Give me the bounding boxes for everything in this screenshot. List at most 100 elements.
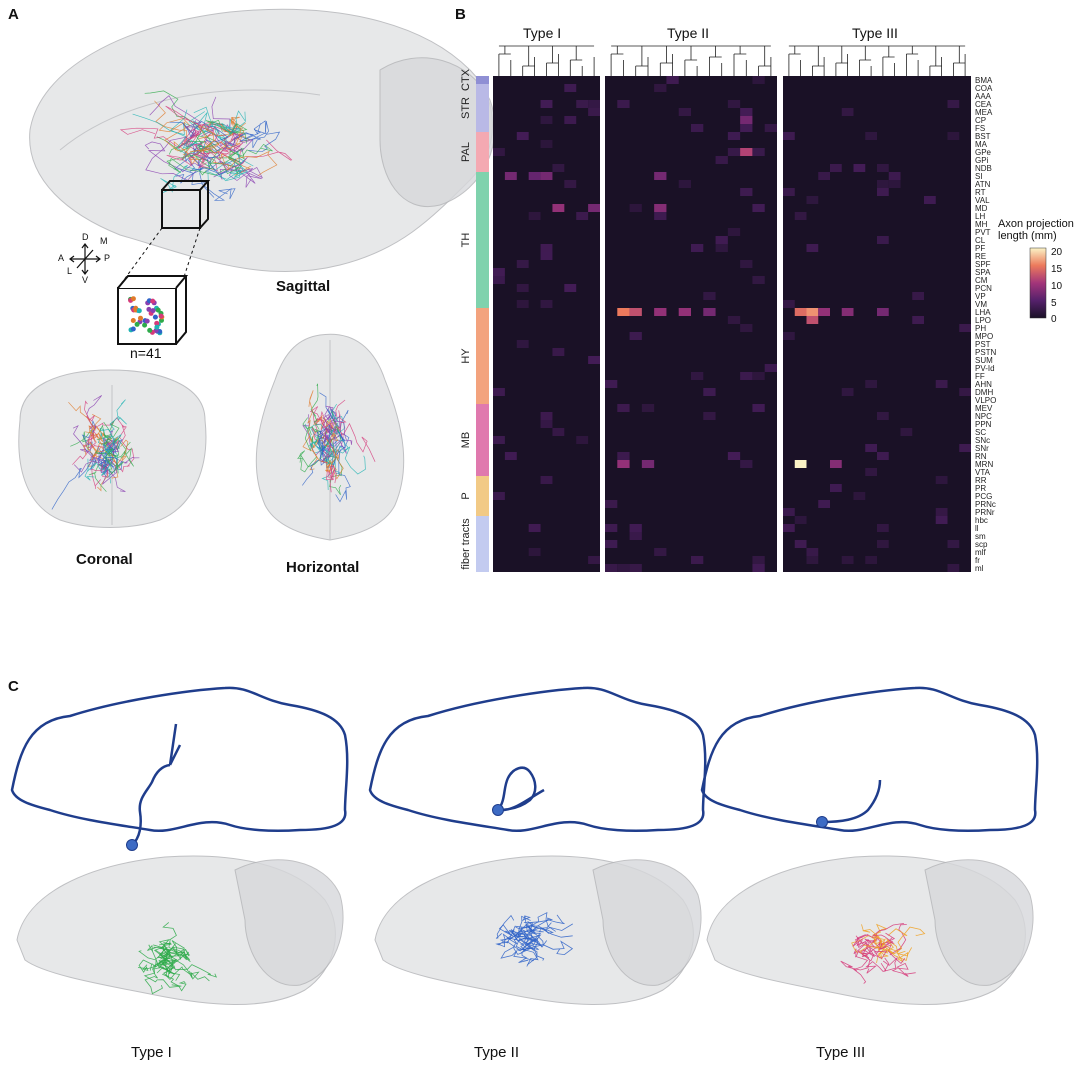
compass-p: P — [104, 253, 111, 263]
heatmap-cell — [552, 348, 565, 356]
heatmap-cell — [794, 460, 807, 468]
heatmap-cell — [629, 532, 642, 540]
heatmap-cell — [727, 132, 741, 140]
neuron-trace — [861, 945, 879, 958]
brain-outline — [368, 686, 707, 833]
coronal-neuron-trace — [96, 433, 113, 448]
neuron-trace — [852, 934, 869, 947]
coronal-neuron-trace — [81, 420, 96, 452]
row-label: ATN — [975, 180, 991, 189]
heatmap-cell — [727, 316, 741, 324]
injection-cube — [117, 180, 211, 345]
row-label: SC — [975, 428, 986, 437]
colorbar-gradient — [1029, 247, 1047, 319]
heatmap-cell — [924, 196, 936, 204]
heatmap-cell — [853, 492, 866, 500]
heatmap-cell — [740, 124, 753, 132]
zoom-cube-top — [117, 275, 189, 289]
row-label: NPC — [975, 412, 992, 421]
heatmap-cell — [715, 156, 728, 164]
heatmap-cell — [752, 404, 765, 412]
heatmap-cell — [794, 540, 807, 548]
neuron-trace — [528, 914, 565, 925]
coronal-neuron-trace — [109, 399, 127, 432]
heatmap-cell — [727, 148, 741, 156]
colorbar-tick-15: 15 — [1051, 264, 1063, 275]
heatmap-cell — [564, 180, 577, 188]
row-label: PR — [975, 484, 986, 493]
heatmap-cell — [752, 204, 765, 212]
group-bar-segment — [476, 516, 489, 572]
heatmap-cell — [540, 412, 553, 420]
injection-cube-side — [199, 181, 209, 229]
heatmap-cell — [935, 476, 948, 484]
horizontal-neuron-trace — [316, 430, 326, 455]
heatmap-cell — [841, 388, 854, 396]
heatmap-cell — [877, 524, 889, 532]
heatmap-cell — [654, 212, 667, 220]
group-bar-segment — [476, 132, 489, 172]
column-group-type-3: Type III — [852, 25, 898, 41]
heatmap-cell — [654, 204, 667, 212]
compass-l: L — [67, 266, 73, 276]
group-bar-segment — [476, 172, 489, 308]
heatmap-cell — [783, 524, 795, 532]
row-label: SNc — [975, 436, 990, 445]
heatmap-cell — [740, 108, 753, 116]
heatmap-cell — [654, 172, 667, 180]
heatmap-cell — [516, 284, 529, 292]
neuron-trace — [528, 926, 573, 938]
sagittal-neuron-trace — [232, 120, 267, 149]
heatmap-cell — [629, 332, 642, 340]
colorbar-tick-0: 0 — [1051, 314, 1057, 325]
heatmap-cell — [605, 500, 618, 508]
coronal-neuron-trace — [68, 401, 97, 443]
neuron-trace — [860, 950, 888, 962]
row-label: SPF — [975, 260, 991, 269]
heatmap-cell — [678, 308, 691, 316]
neuron-trace — [143, 965, 182, 988]
row-label: GPe — [975, 148, 992, 157]
horizontal-neuron-trace — [330, 433, 350, 472]
coronal-neuron-trace — [82, 444, 117, 464]
heatmap-cell — [877, 412, 889, 420]
colorbar-tick-20: 20 — [1051, 247, 1063, 258]
row-label: BST — [975, 132, 991, 141]
neuron-trace — [878, 947, 894, 957]
coronal-label: Coronal — [76, 551, 133, 568]
horizontal-neuron-trace — [322, 414, 340, 444]
row-label: RE — [975, 252, 986, 261]
soma-dot — [152, 314, 158, 320]
heatmap-cell — [912, 292, 924, 300]
soma-dot — [130, 296, 136, 302]
soma-marker — [816, 816, 828, 828]
neuron-trace — [853, 950, 869, 984]
heatmap-cell — [877, 452, 889, 460]
heatmap-cell — [935, 508, 948, 516]
sagittal-neuron-trace — [189, 122, 247, 153]
heatmap-cell — [617, 564, 630, 572]
horizontal-neuron-trace — [321, 455, 341, 491]
row-label: GPi — [975, 156, 989, 165]
heatmap-cell — [564, 84, 577, 92]
sagittal-neuron-trace — [210, 118, 242, 135]
coronal-neuron-trace — [118, 425, 135, 467]
heatmap-cell — [504, 172, 517, 180]
heatmap-cell — [678, 180, 691, 188]
schematic-type-3 — [700, 686, 1039, 833]
neuron-trace — [521, 915, 534, 933]
heatmap-cell — [493, 268, 505, 276]
neuron-trace — [521, 912, 556, 932]
heatmap-cell — [516, 300, 529, 308]
type-brain-2 — [374, 855, 702, 1005]
heatmap-cell — [678, 108, 691, 116]
cerebellum-silhouette — [234, 859, 344, 986]
neuron-trace — [513, 946, 529, 963]
heatmap-cell — [752, 556, 765, 564]
heatmap-cell — [666, 76, 679, 84]
neuron-trace — [175, 964, 218, 978]
row-label: ll — [975, 524, 979, 533]
heatmap-cell — [794, 516, 807, 524]
heatmap-cell — [516, 132, 529, 140]
